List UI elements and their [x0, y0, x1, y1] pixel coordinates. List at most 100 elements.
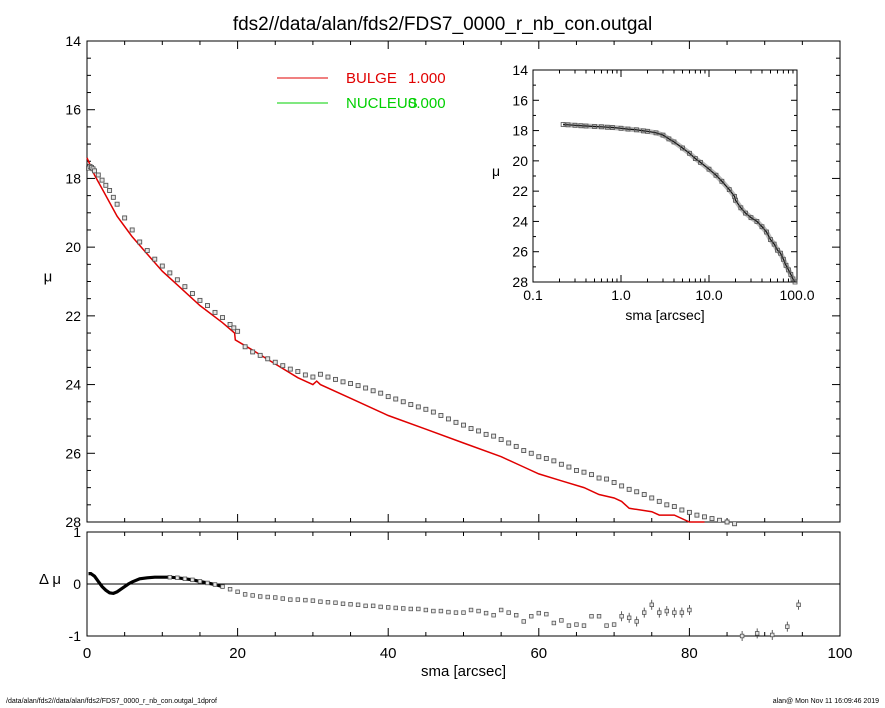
data-point	[671, 504, 677, 509]
data-point	[325, 374, 331, 380]
residual-point	[205, 580, 210, 586]
data-point	[717, 517, 722, 523]
residual-point	[611, 622, 617, 627]
data-point	[295, 369, 301, 374]
data-point	[649, 495, 655, 501]
residual-point	[288, 597, 293, 602]
data-point	[220, 315, 225, 321]
residual-point	[265, 594, 270, 600]
residual-x-tick-label: 60	[530, 645, 547, 662]
inset-x-tick-label: 0.1	[523, 287, 543, 303]
data-point	[378, 390, 384, 396]
inset-data-point	[778, 250, 783, 256]
inset-data-point	[698, 159, 703, 165]
residual-point	[310, 598, 316, 603]
inset-plot-frame	[532, 69, 798, 283]
inset-data-point	[604, 124, 610, 130]
data-point	[558, 461, 564, 467]
data-point	[453, 419, 459, 425]
inset-data-point	[653, 130, 659, 136]
residual-point	[280, 596, 285, 601]
residual-point	[498, 607, 504, 613]
residual-point	[770, 632, 775, 638]
data-point	[310, 374, 316, 380]
inset-data-point	[775, 247, 780, 253]
residual-x-tick-label: 100	[827, 645, 852, 662]
data-point	[611, 480, 617, 485]
data-point	[574, 468, 579, 473]
data-point	[491, 433, 497, 439]
residual-point	[167, 575, 173, 580]
data-point	[393, 396, 399, 402]
residual-point	[401, 606, 406, 611]
residual-point	[340, 601, 346, 606]
data-point	[137, 239, 143, 245]
data-point	[589, 472, 594, 478]
data-point	[626, 486, 632, 492]
inset-data-point	[599, 124, 604, 130]
data-point	[445, 416, 451, 422]
data-point	[679, 507, 685, 513]
residual-point	[408, 606, 413, 612]
data-point	[438, 413, 444, 418]
data-point	[212, 309, 218, 315]
data-point	[702, 514, 707, 520]
residual-point	[250, 593, 255, 598]
inset-data-point	[572, 122, 578, 128]
residual-point	[672, 610, 677, 615]
inset-profile-line	[563, 123, 796, 283]
residual-point	[393, 605, 398, 611]
residual-point	[506, 610, 511, 615]
residual-point	[318, 599, 323, 604]
inset-data-point	[645, 128, 650, 134]
residual-point	[521, 619, 526, 624]
inset-data-point	[560, 122, 566, 127]
residual-point	[491, 613, 496, 618]
residual-point	[212, 582, 218, 587]
inset-data-point	[764, 229, 769, 235]
residual-point	[589, 614, 594, 619]
residual-point	[273, 595, 278, 600]
inset-data-point	[687, 150, 692, 156]
residual-point	[574, 622, 579, 627]
residual-y-tick-label: 1	[73, 524, 81, 540]
data-point	[231, 325, 237, 331]
data-point	[110, 194, 116, 200]
residual-point	[687, 607, 692, 613]
inset-data-point	[786, 267, 791, 273]
inset-data-point	[692, 156, 698, 161]
inset-data-point	[759, 224, 765, 230]
data-point	[566, 464, 572, 470]
data-point	[103, 182, 109, 188]
data-point	[99, 177, 105, 183]
data-point	[400, 399, 406, 405]
residual-point	[664, 608, 670, 614]
inset-data-point	[634, 127, 639, 133]
data-point	[408, 402, 414, 407]
inset-data-point	[565, 122, 571, 128]
data-point	[333, 376, 338, 382]
data-point	[92, 168, 97, 174]
residual-point	[566, 623, 572, 628]
residual-point	[596, 614, 602, 619]
data-point	[144, 248, 150, 254]
data-point	[205, 303, 210, 308]
inset-data-point	[783, 262, 789, 268]
residual-point	[476, 608, 481, 614]
y-axis-label: μ	[44, 269, 53, 286]
data-point	[656, 498, 662, 504]
residual-point	[544, 611, 549, 617]
residual-x-tick-label: 80	[681, 645, 698, 662]
data-point	[129, 227, 135, 233]
data-point	[498, 437, 504, 442]
data-point	[385, 394, 391, 400]
data-point	[634, 489, 640, 495]
data-point	[152, 256, 158, 262]
data-point	[483, 431, 489, 437]
inset-data-point	[780, 256, 786, 262]
residual-point	[355, 602, 361, 607]
data-point	[686, 509, 692, 515]
data-point	[159, 263, 165, 269]
inset-data-point	[788, 272, 794, 277]
residual-point	[295, 597, 301, 602]
